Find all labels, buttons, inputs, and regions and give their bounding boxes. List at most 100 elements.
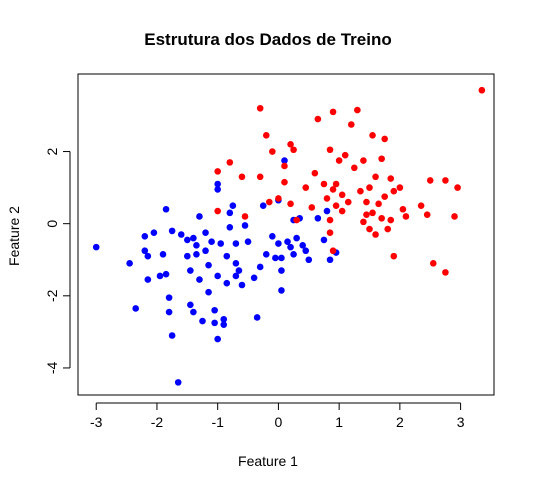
data-point-blue — [214, 180, 221, 188]
data-point-red — [366, 184, 373, 191]
data-point-red — [390, 252, 398, 260]
data-point-red — [262, 132, 270, 139]
data-point-red — [329, 108, 337, 116]
y-tick-label: -2 — [44, 289, 60, 302]
data-point-red — [281, 162, 288, 170]
data-point-blue — [253, 314, 261, 321]
data-point-red — [323, 195, 331, 202]
data-point-blue — [281, 157, 288, 164]
data-point-red — [417, 202, 425, 209]
data-point-blue — [250, 274, 258, 282]
data-point-blue — [214, 272, 221, 280]
data-point-red — [451, 213, 458, 220]
data-point-red — [293, 216, 300, 224]
data-point-blue — [144, 276, 152, 283]
data-point-blue — [196, 276, 203, 283]
data-point-blue — [232, 240, 240, 247]
data-point-red — [396, 184, 404, 191]
data-point-red — [214, 168, 221, 175]
data-point-blue — [144, 252, 152, 260]
data-point-blue — [141, 247, 149, 255]
data-point-blue — [208, 238, 215, 246]
data-point-red — [326, 216, 334, 224]
data-point-blue — [323, 207, 331, 215]
data-point-red — [287, 141, 294, 148]
data-point-blue — [168, 227, 176, 235]
y-tick-label: 0 — [44, 220, 60, 228]
data-point-red — [341, 151, 349, 159]
data-point-red — [402, 213, 410, 220]
y-axis-label: Feature 2 — [6, 206, 22, 266]
y-tick-label: -4 — [44, 362, 60, 375]
data-point-blue — [326, 256, 334, 264]
data-point-red — [378, 155, 385, 163]
y-tick-label: 2 — [44, 147, 60, 155]
data-point-blue — [275, 240, 282, 247]
data-point-blue — [174, 379, 182, 386]
data-point-red — [363, 198, 370, 206]
data-point-blue — [272, 254, 279, 262]
data-point-blue — [226, 209, 234, 217]
data-point-blue — [156, 272, 164, 280]
data-point-red — [269, 148, 276, 155]
data-point-blue — [238, 281, 246, 289]
data-point-red — [442, 269, 449, 276]
data-point-blue — [299, 242, 307, 249]
data-point-blue — [214, 335, 221, 343]
data-point-red — [369, 132, 376, 139]
data-point-blue — [214, 186, 221, 193]
data-point-red — [399, 205, 407, 213]
data-point-blue — [284, 238, 291, 246]
data-point-red — [478, 86, 486, 94]
data-point-red — [442, 177, 449, 184]
data-point-red — [275, 195, 282, 202]
data-point-red — [256, 104, 264, 112]
data-point-red — [369, 209, 376, 217]
data-point-blue — [305, 256, 313, 264]
data-point-red — [335, 157, 343, 164]
data-point-red — [338, 191, 346, 199]
data-point-red — [375, 200, 382, 208]
data-point-blue — [177, 231, 185, 238]
data-point-red — [378, 214, 385, 222]
data-point-blue — [211, 306, 218, 314]
data-point-blue — [278, 254, 285, 262]
data-point-red — [314, 115, 322, 123]
data-point-blue — [184, 252, 191, 260]
data-point-red — [384, 225, 392, 233]
data-point-blue — [132, 305, 139, 312]
data-point-blue — [141, 233, 149, 240]
chart-title: Estrutura dos Dados de Treino — [144, 30, 392, 49]
data-point-red — [256, 173, 264, 181]
x-tick-label: -3 — [90, 414, 103, 430]
data-point-blue — [269, 233, 276, 240]
data-point-red — [338, 207, 346, 215]
data-points — [92, 86, 486, 386]
x-tick-label: -1 — [211, 414, 224, 430]
data-point-blue — [205, 261, 212, 269]
data-point-blue — [287, 243, 294, 251]
data-point-red — [381, 193, 388, 200]
data-point-blue — [278, 287, 285, 294]
data-point-red — [241, 213, 249, 220]
data-point-red — [390, 187, 398, 195]
data-point-blue — [162, 205, 170, 213]
data-point-red — [372, 173, 379, 181]
data-point-red — [332, 202, 340, 209]
data-point-blue — [314, 214, 322, 222]
data-point-blue — [202, 229, 209, 236]
data-point-blue — [241, 222, 249, 229]
data-point-blue — [226, 223, 234, 231]
data-point-blue — [217, 240, 225, 247]
data-point-blue — [187, 301, 194, 309]
data-point-blue — [193, 242, 200, 249]
data-point-blue — [92, 243, 100, 251]
data-point-red — [326, 146, 334, 154]
data-point-blue — [235, 267, 243, 274]
data-point-red — [429, 260, 437, 267]
data-point-red — [329, 186, 337, 193]
data-point-blue — [220, 315, 228, 323]
data-point-red — [281, 178, 288, 186]
